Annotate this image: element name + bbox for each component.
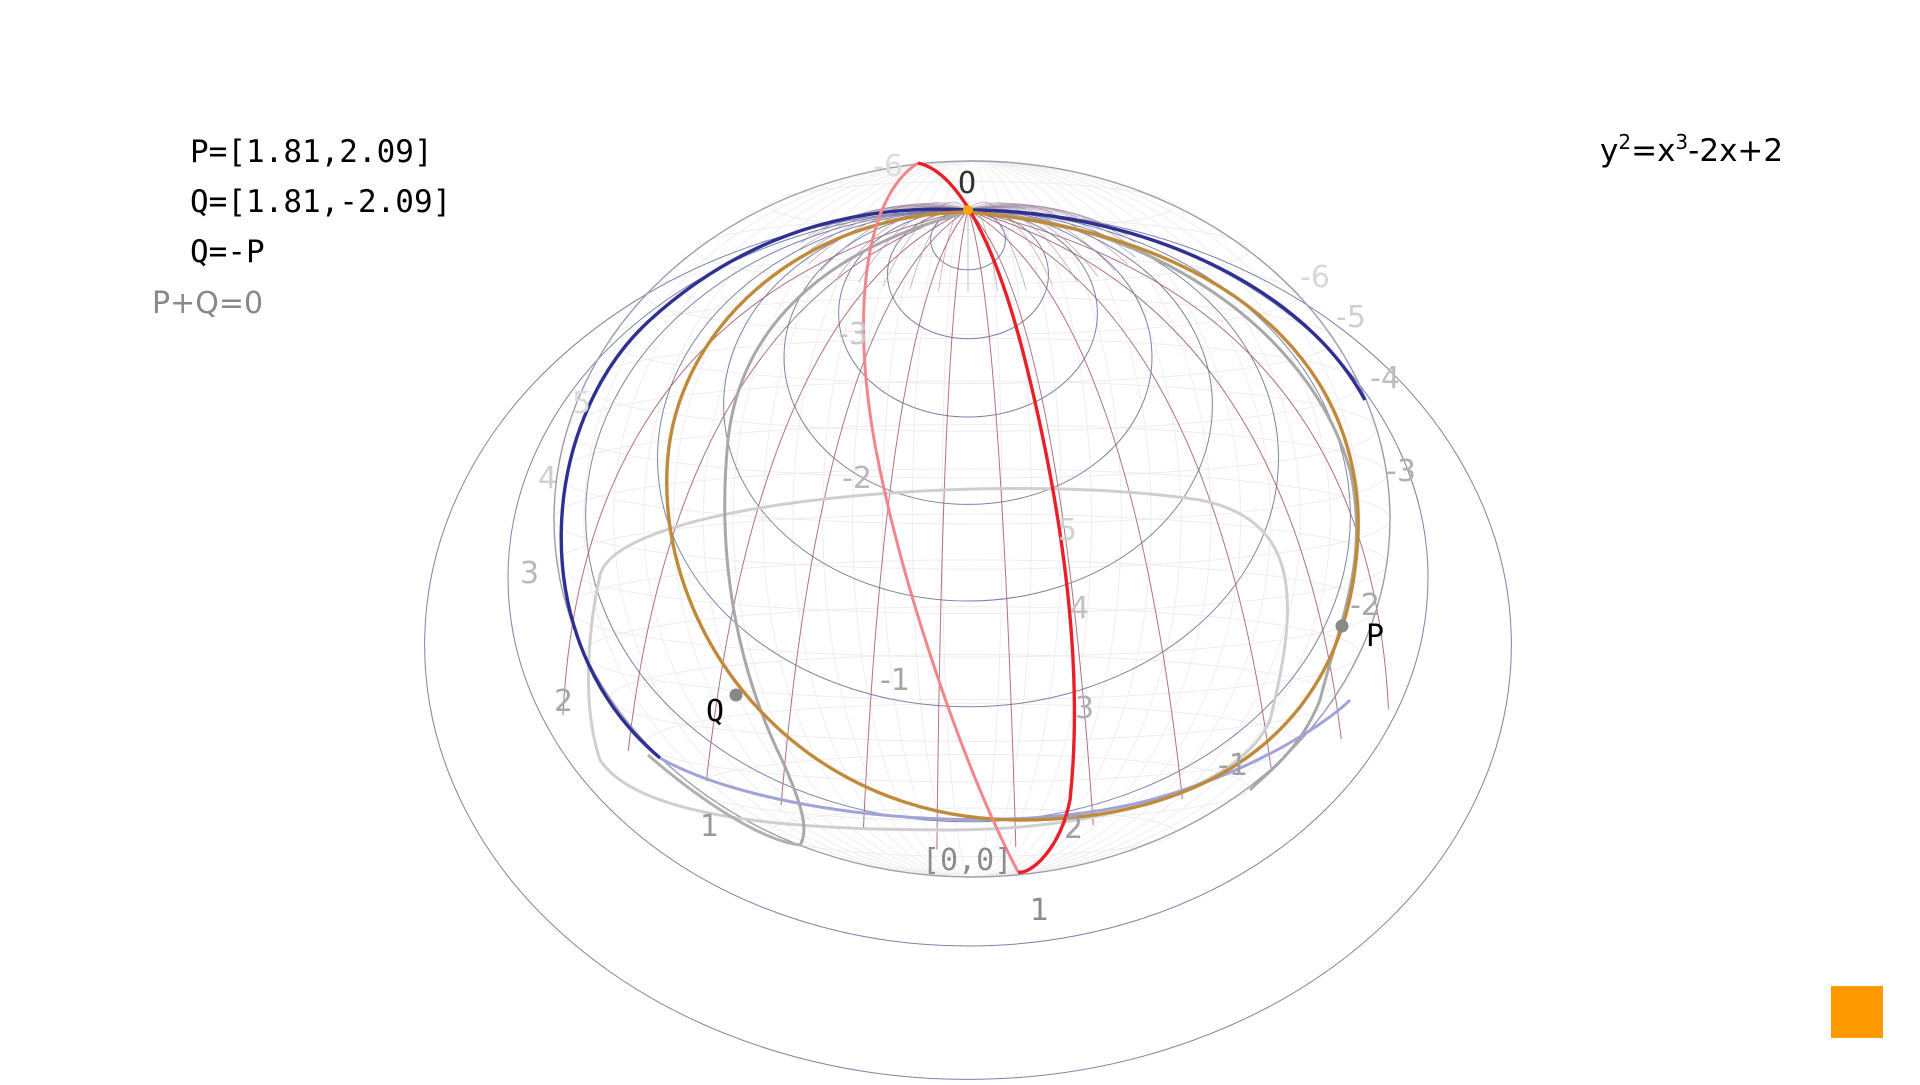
point-at-infinity-label: O — [958, 166, 976, 201]
axis-label-1-bottom: 1 — [1030, 893, 1049, 928]
point-q-coordinates: Q=[1.81,-2.09] — [190, 184, 452, 220]
red-coordinate-arc — [967, 209, 1272, 770]
fine-latitude-line — [553, 468, 1391, 570]
red-coordinate-arc — [967, 209, 1390, 710]
sum-result: P+Q=0 — [152, 286, 264, 321]
axis-label-neg4: -4 — [1370, 361, 1400, 396]
axis-label-neg3-right: -3 — [1386, 454, 1416, 489]
pole-fan-line — [967, 206, 1136, 244]
fine-latitude-line — [695, 753, 1249, 822]
point-p-coordinates: P=[1.81,2.09] — [190, 134, 433, 170]
axis-label-neg1-right: -1 — [1218, 748, 1248, 783]
point-q-label: Q — [706, 694, 724, 729]
sphere-grid — [424, 160, 1512, 1080]
equation-x-exponent: 3 — [1675, 130, 1689, 154]
fine-latitude-line — [566, 559, 1378, 658]
sphere-outline — [553, 160, 1391, 878]
axis-label-3-left: 3 — [520, 556, 539, 591]
q-equals-neg-p: Q=-P — [190, 234, 265, 270]
axis-label-neg2-inner: -2 — [842, 461, 872, 496]
curve-equation: y2=x3-2x+2 — [1600, 130, 1783, 169]
origin-label: [0,0] — [922, 843, 1012, 878]
equation-y: y — [1600, 133, 1619, 169]
red-coordinate-arc — [967, 209, 1017, 848]
point-p[interactable] — [1335, 619, 1349, 633]
axis-label-neg5: -5 — [1336, 300, 1366, 335]
pole-fan-line — [967, 202, 1027, 211]
light-blue-arc — [659, 698, 1352, 822]
axis-label-neg1-inner: -1 — [880, 663, 910, 698]
red-meridian-front — [917, 161, 1077, 874]
axis-label-neg3-inner: -3 — [838, 317, 868, 352]
fine-latitude-line — [566, 380, 1378, 479]
equation-eq-x: =x — [1631, 133, 1676, 169]
gray-curve-branch-right — [967, 210, 1359, 792]
blue-coordinate-circle — [585, 209, 1351, 823]
gray-curve-branch-lower — [647, 753, 801, 847]
axis-label-neg6-top: -6 — [873, 149, 903, 184]
point-q[interactable] — [729, 688, 743, 702]
red-coordinate-arc — [705, 209, 969, 782]
axis-label-5-left: 5 — [572, 386, 591, 421]
point-at-infinity — [963, 205, 973, 215]
orange-square-button[interactable] — [1831, 986, 1883, 1038]
axis-label-4-left: 4 — [538, 461, 557, 496]
axis-label-3-inner: 3 — [1075, 691, 1094, 726]
fine-latitude-line — [609, 296, 1335, 384]
axis-label-5-inner: 5 — [1058, 513, 1077, 548]
red-meridian-back — [862, 161, 1020, 873]
red-coordinate-arc — [862, 209, 969, 830]
red-coordinate-arc — [967, 209, 1183, 800]
red-coordinate-arc — [936, 209, 969, 850]
blue-coordinate-circle — [424, 209, 1512, 1080]
equation-y-exponent: 2 — [1618, 130, 1632, 154]
gray-curve-branch-left — [723, 210, 969, 846]
axis-label-4-inner: 4 — [1070, 591, 1089, 626]
gray-latitude-ellipse — [586, 487, 1289, 832]
axis-label-2-left: 2 — [554, 684, 573, 719]
pole-fan-line — [967, 202, 1054, 214]
axis-label-neg2-right: -2 — [1350, 588, 1380, 623]
blue-great-circle — [559, 207, 1367, 760]
axis-label-neg6: -6 — [1300, 260, 1330, 295]
red-coordinate-arc — [780, 209, 969, 806]
elliptic-curve — [665, 210, 1360, 822]
axis-label-1-left: 1 — [700, 809, 719, 844]
point-p-label: P — [1366, 619, 1384, 654]
red-coordinate-arc — [967, 209, 1094, 826]
axis-label-2-inner: 2 — [1064, 811, 1083, 846]
red-coordinate-arc — [562, 209, 969, 716]
fine-latitude-line — [584, 606, 1360, 701]
equation-rest: -2x+2 — [1688, 133, 1784, 169]
red-coordinate-arc — [967, 209, 1342, 740]
